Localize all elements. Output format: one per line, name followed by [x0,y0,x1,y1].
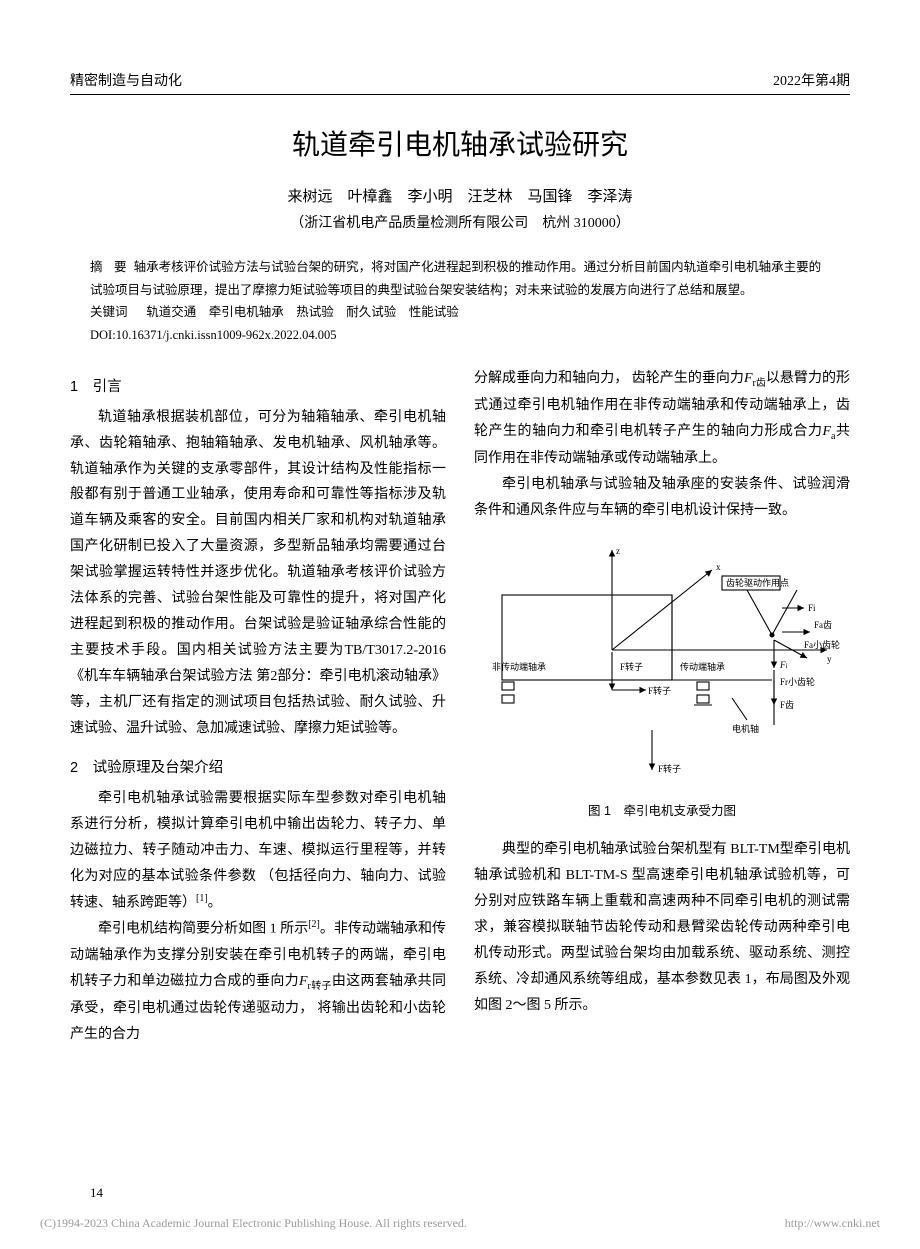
right-column: 分解成垂向力和轴向力， 齿轮产生的垂向力Fr齿以悬臂力的形式通过牵引电机轴作用在… [474,366,850,1048]
svg-text:Fa小齿轮: Fa小齿轮 [804,639,840,650]
para-2a-tail: 。 [208,895,222,910]
footer-copyright: (C)1994-2023 China Academic Journal Elec… [40,1216,467,1231]
ref-1: [1] [196,893,208,904]
svg-text:Fi: Fi [779,660,788,670]
fr-rotor-sym: F [299,974,308,989]
section-2-head: 2 试验原理及台架介绍 [70,755,446,782]
figure-1-svg: z x y [482,540,842,790]
para-2a-text: 牵引电机轴承试验需要根据实际车型参数对牵引电机轴系进行分析，模拟计算牵引电机中输… [70,791,446,910]
svg-text:y: y [827,654,832,664]
para-4: 牵引电机轴承与试验轴及轴承座的安装条件、试验润滑条件和通风条件应与车辆的牵引电机… [474,472,850,524]
svg-text:F转子: F转子 [620,661,643,672]
issue-label: 2022年第4期 [773,70,850,90]
svg-text:非传动端轴承: 非传动端轴承 [492,661,546,672]
journal-name: 精密制造与自动化 [70,70,182,90]
para-3a: 分解成垂向力和轴向力， 齿轮产生的垂向力 [474,371,744,386]
fr-gear-sym: F [744,371,753,386]
left-column: 1 引言 轨道轴承根据装机部位，可分为轴箱轴承、牵引电机轴承、齿轮箱轴承、抱轴箱… [70,366,446,1048]
keywords-text: 轨道交通 牵引电机轴承 热试验 耐久试验 性能试验 [146,305,459,319]
svg-text:Fa齿: Fa齿 [814,620,832,630]
svg-text:齿轮驱动作用点: 齿轮驱动作用点 [726,577,789,588]
svg-text:传动端轴承: 传动端轴承 [680,661,725,672]
section-1-head: 1 引言 [70,374,446,401]
author-list: 来树远 叶樟鑫 李小明 汪芝林 马国锋 李泽涛 [70,185,850,206]
keywords-label: 关键词 [90,305,128,319]
abstract-row: 摘 要 轴承考核评价试验方法与试验台架的研究，将对国产化进程起到积极的推动作用。… [90,256,830,301]
svg-text:Fr小齿轮: Fr小齿轮 [780,676,815,687]
paper-title: 轨道牵引电机轴承试验研究 [70,123,850,163]
para-1: 轨道轴承根据装机部位，可分为轴箱轴承、牵引电机轴承、齿轮箱轴承、抱轴箱轴承、发电… [70,405,446,742]
svg-text:F转子: F转子 [648,685,671,696]
running-header: 精密制造与自动化 2022年第4期 [70,70,850,95]
para-3: 分解成垂向力和轴向力， 齿轮产生的垂向力Fr齿以悬臂力的形式通过牵引电机轴作用在… [474,366,850,472]
svg-text:F齿: F齿 [780,700,794,710]
svg-text:Fi: Fi [808,603,816,613]
ref-2: [2] [308,919,320,930]
svg-text:x: x [716,562,721,572]
figure-1: z x y [474,540,850,790]
fr-rotor-sub: r转子 [308,981,332,992]
fr-gear-sub: r齿 [753,378,766,389]
para-5: 典型的牵引电机轴承试验台架机型有 BLT-TM型牵引电机轴承试验机和 BLT-T… [474,837,850,1018]
page-number: 14 [90,1185,103,1201]
footer-url: http://www.cnki.net [785,1216,880,1231]
para-2a: 牵引电机轴承试验需要根据实际车型参数对牵引电机轴系进行分析，模拟计算牵引电机中输… [70,786,446,916]
abstract-text: 轴承考核评价试验方法与试验台架的研究，将对国产化进程起到积极的推动作用。通过分析… [90,260,821,297]
footer: (C)1994-2023 China Academic Journal Elec… [40,1216,880,1231]
svg-text:电机轴: 电机轴 [732,723,759,734]
doi: DOI:10.16371/j.cnki.issn1009-962x.2022.0… [90,324,830,347]
affiliation: （浙江省机电产品质量检测所有限公司 杭州 310000） [70,212,850,232]
svg-text:z: z [616,546,620,556]
keywords-row: 关键词 轨道交通 牵引电机轴承 热试验 耐久试验 性能试验 [90,301,830,324]
para-2b-a: 牵引电机结构简要分析如图 1 所示 [98,922,308,937]
para-2b: 牵引电机结构简要分析如图 1 所示[2]。非传动端轴承和传动端轴承作为支撑分别安… [70,916,446,1048]
abstract-label: 摘 要 [90,260,130,274]
abstract-block: 摘 要 轴承考核评价试验方法与试验台架的研究，将对国产化进程起到积极的推动作用。… [90,256,830,346]
figure-1-caption: 图 1 牵引电机支承受力图 [474,800,850,823]
svg-text:F转子: F转子 [658,763,681,774]
fa-sym: F [822,424,831,439]
body-columns: 1 引言 轨道轴承根据装机部位，可分为轴箱轴承、牵引电机轴承、齿轮箱轴承、抱轴箱… [70,366,850,1048]
